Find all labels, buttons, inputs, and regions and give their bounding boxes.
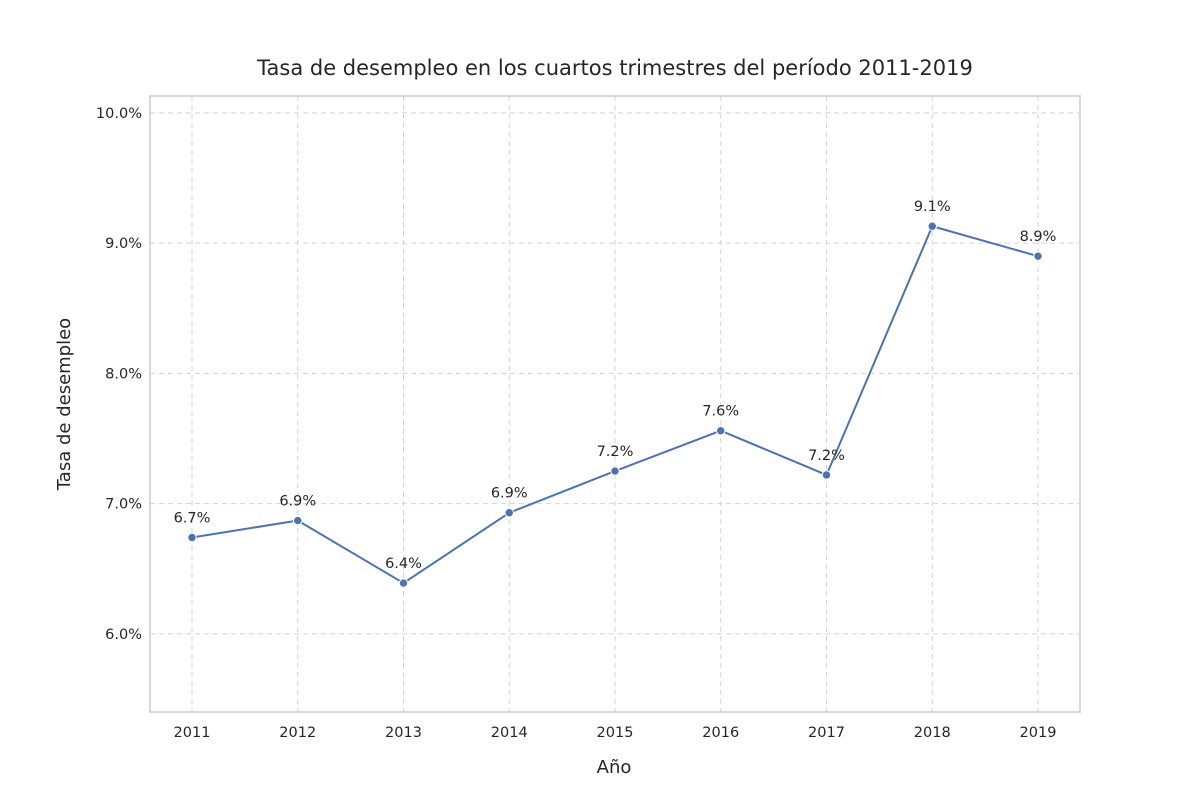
tick-labels: 6.0% 7.0% 8.0% 9.0% 10.0% 2011 2012 2013 2014 201… xyxy=(96,106,1057,741)
y-tick-label: 8.0% xyxy=(105,366,142,382)
data-label: 8.9% xyxy=(1020,229,1057,245)
data-label: 7.6% xyxy=(702,404,739,420)
x-tick-label: 2017 xyxy=(808,725,845,741)
x-tick-label: 2016 xyxy=(702,725,739,741)
x-axis-label: Año xyxy=(597,757,632,778)
data-point xyxy=(398,578,409,588)
x-tick-label: 2019 xyxy=(1020,725,1057,741)
y-tick-label: 10.0% xyxy=(96,106,142,122)
data-label: 7.2% xyxy=(808,448,845,464)
y-tick-label: 9.0% xyxy=(105,236,142,252)
data-label: 7.2% xyxy=(597,444,634,460)
data-point xyxy=(293,515,303,526)
data-point xyxy=(716,425,726,436)
data-point xyxy=(1033,251,1043,261)
x-tick-label: 2014 xyxy=(491,725,528,741)
data-point xyxy=(504,508,514,518)
data-label: 6.4% xyxy=(385,556,422,572)
data-label: 6.7% xyxy=(174,510,211,526)
x-tick-label: 2011 xyxy=(174,725,211,741)
series-line-group xyxy=(187,221,1043,588)
data-label: 6.9% xyxy=(279,494,316,510)
plot-frame xyxy=(149,95,1081,713)
x-tick-label: 2018 xyxy=(914,725,951,741)
data-point xyxy=(821,470,832,480)
y-tick-label: 6.0% xyxy=(105,627,142,643)
data-point xyxy=(610,466,620,476)
y-axis-label: Tasa de desempleo xyxy=(54,318,75,491)
grid-lines xyxy=(150,96,1080,712)
x-tick-label: 2015 xyxy=(597,725,634,741)
data-label: 6.9% xyxy=(491,486,528,502)
data-point xyxy=(927,221,937,231)
chart-title: Tasa de desempleo en los cuartos trimest… xyxy=(256,56,973,80)
data-label: 9.1% xyxy=(914,199,951,215)
x-tick-label: 2012 xyxy=(279,725,316,741)
data-point xyxy=(187,532,197,543)
y-tick-label: 7.0% xyxy=(105,497,142,513)
x-tick-label: 2013 xyxy=(385,725,422,741)
data-labels: 6.7% 6.9% 6.4% 6.9% 7.2% 7.6% 7.2% 9.1% 8.9% xyxy=(174,199,1057,572)
